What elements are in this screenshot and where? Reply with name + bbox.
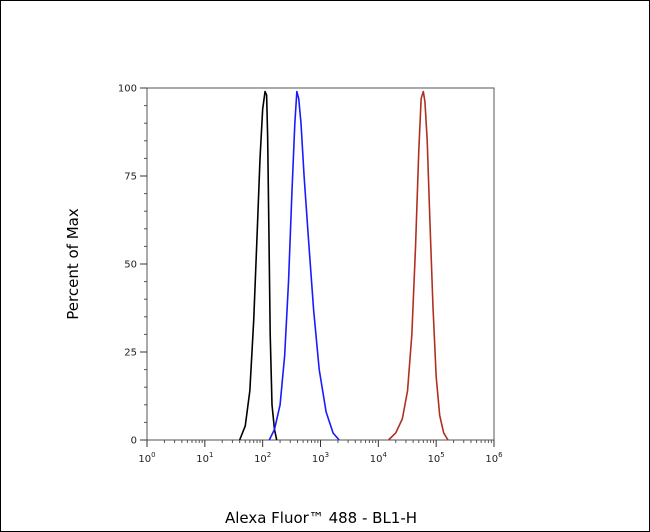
y-tick-label: 25 — [124, 348, 137, 359]
y-tick-label: 75 — [124, 172, 137, 183]
x-tick-label: 101 — [196, 451, 213, 465]
x-tick-label: 102 — [254, 451, 271, 465]
y-axis-ticks: 0 25 50 75 100 — [118, 84, 147, 447]
y-tick-label: 0 — [131, 436, 137, 447]
y-tick-label: 100 — [118, 84, 137, 95]
y-tick-label: 50 — [124, 260, 137, 271]
y-axis-title: Percent of Max — [64, 208, 82, 320]
x-tick-label: 104 — [370, 451, 388, 465]
series-layer — [238, 90, 449, 441]
x-tick-label: 103 — [312, 451, 329, 465]
x-tick-label: 105 — [428, 451, 445, 465]
x-axis-ticks: 100 101 102 103 104 105 106 — [138, 440, 503, 465]
x-tick-label: 106 — [485, 451, 503, 465]
plot-frame — [146, 87, 495, 441]
x-axis-title: Alexa Fluor™ 488 - BL1-H — [225, 509, 417, 527]
x-tick-label: 100 — [138, 451, 155, 465]
series-line-3 — [387, 90, 449, 441]
series-line-1 — [238, 90, 278, 441]
series-line-2 — [268, 90, 340, 441]
